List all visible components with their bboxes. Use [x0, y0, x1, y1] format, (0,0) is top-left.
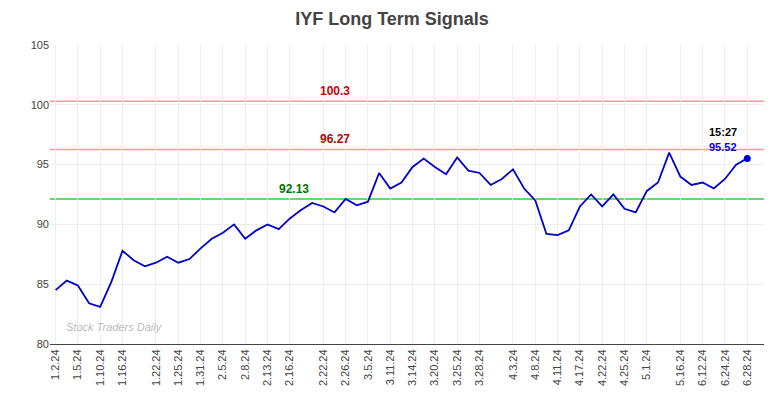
- svg-text:3.28.24: 3.28.24: [473, 349, 485, 386]
- svg-text:1.2.24: 1.2.24: [49, 349, 61, 380]
- svg-text:2.26.24: 2.26.24: [339, 349, 351, 386]
- svg-text:1.25.24: 1.25.24: [172, 349, 184, 386]
- svg-text:1.10.24: 1.10.24: [94, 349, 106, 386]
- svg-text:1.5.24: 1.5.24: [71, 349, 83, 380]
- svg-text:3.25.24: 3.25.24: [451, 349, 463, 386]
- svg-text:15:27: 15:27: [709, 126, 737, 138]
- svg-text:2.13.24: 2.13.24: [261, 349, 273, 386]
- svg-text:4.22.24: 4.22.24: [596, 349, 608, 386]
- svg-text:6.24.24: 6.24.24: [719, 349, 731, 386]
- svg-text:IYF Long Term Signals: IYF Long Term Signals: [295, 9, 489, 29]
- svg-text:4.25.24: 4.25.24: [618, 349, 630, 386]
- svg-text:5.1.24: 5.1.24: [640, 349, 652, 380]
- svg-text:6.12.24: 6.12.24: [696, 349, 708, 386]
- svg-text:85: 85: [37, 278, 49, 290]
- svg-text:2.8.24: 2.8.24: [239, 349, 251, 380]
- svg-text:95.52: 95.52: [709, 141, 737, 153]
- svg-text:6.28.24: 6.28.24: [741, 349, 753, 386]
- svg-text:3.5.24: 3.5.24: [362, 349, 374, 380]
- svg-text:4.11.24: 4.11.24: [551, 349, 563, 385]
- svg-text:96.27: 96.27: [320, 132, 350, 146]
- svg-text:1.16.24: 1.16.24: [116, 349, 128, 386]
- svg-text:4.8.24: 4.8.24: [529, 349, 541, 380]
- svg-text:1.31.24: 1.31.24: [194, 349, 206, 386]
- svg-text:95: 95: [37, 158, 49, 170]
- svg-text:3.20.24: 3.20.24: [428, 349, 440, 386]
- svg-text:Stock Traders Daily: Stock Traders Daily: [66, 321, 163, 333]
- svg-text:2.22.24: 2.22.24: [317, 349, 329, 386]
- svg-text:4.17.24: 4.17.24: [573, 349, 585, 386]
- svg-text:5.16.24: 5.16.24: [674, 349, 686, 386]
- svg-text:92.13: 92.13: [279, 182, 309, 196]
- svg-text:1.22.24: 1.22.24: [150, 349, 162, 386]
- svg-text:80: 80: [37, 338, 49, 350]
- svg-text:2.16.24: 2.16.24: [283, 349, 295, 386]
- svg-text:100: 100: [31, 99, 49, 111]
- svg-text:105: 105: [31, 39, 49, 51]
- svg-text:90: 90: [37, 218, 49, 230]
- svg-text:3.14.24: 3.14.24: [406, 349, 418, 386]
- svg-text:4.3.24: 4.3.24: [507, 349, 519, 380]
- svg-text:3.11.24: 3.11.24: [384, 349, 396, 385]
- svg-text:2.5.24: 2.5.24: [216, 349, 228, 380]
- svg-text:100.3: 100.3: [320, 84, 350, 98]
